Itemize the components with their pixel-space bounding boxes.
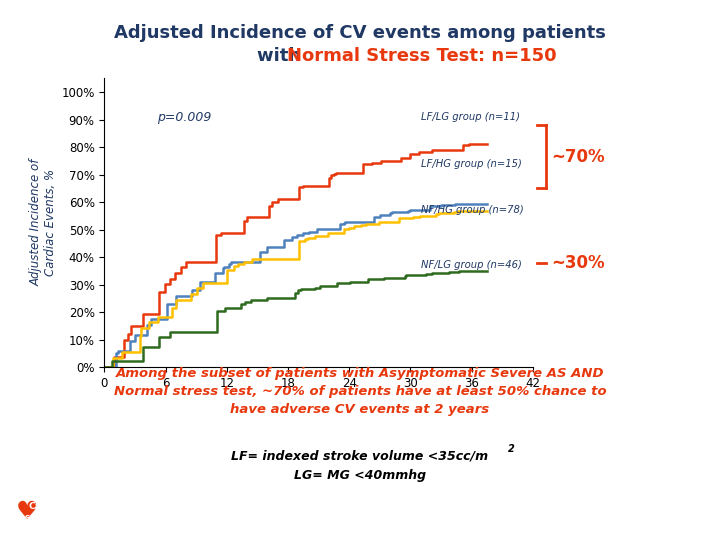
Text: with: with [257, 47, 307, 65]
Text: ~30%: ~30% [552, 254, 605, 272]
Text: Lancellotti et al. J Am Coll Cardiol 2012;59:235–43: Lancellotti et al. J Am Coll Cardiol 201… [220, 514, 500, 523]
Text: LF= indexed stroke volume <35cc/m: LF= indexed stroke volume <35cc/m [231, 450, 489, 463]
Text: NF/LG group (n=46): NF/LG group (n=46) [420, 260, 521, 271]
Text: LG= MG <40mmhg: LG= MG <40mmhg [294, 469, 426, 482]
Text: 2: 2 [508, 444, 515, 454]
Y-axis label: Adjusted Incidence of
Cardiac Events, %: Adjusted Incidence of Cardiac Events, % [29, 159, 57, 286]
Text: Normal Stress Test: n=150: Normal Stress Test: n=150 [287, 47, 556, 65]
Text: LF/HG group (n=15): LF/HG group (n=15) [420, 159, 521, 168]
Text: Among the subset of patients with Asymptomatic Severe AS AND
Normal stress test,: Among the subset of patients with Asympt… [114, 367, 606, 416]
Text: ~70%: ~70% [552, 148, 605, 166]
Text: Cardiovascular
Research Foundation: Cardiovascular Research Foundation [12, 502, 120, 522]
Text: NF/HG group (n=78): NF/HG group (n=78) [420, 205, 523, 215]
Text: p=0.009: p=0.009 [158, 111, 212, 124]
Text: LF/LG group (n=11): LF/LG group (n=11) [420, 112, 520, 122]
Text: ♥: ♥ [16, 500, 39, 524]
Text: Adjusted Incidence of CV events among patients: Adjusted Incidence of CV events among pa… [114, 24, 606, 43]
